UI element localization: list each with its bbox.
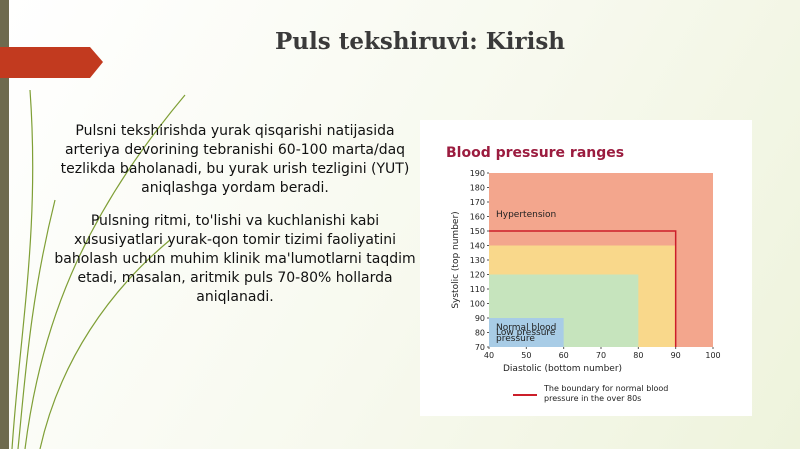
y-tick-label: 160 [470,213,485,222]
y-tick-label: 80 [475,329,485,338]
y-tick-label: 120 [470,271,485,280]
x-tick-label: 50 [521,351,531,360]
arrow-shape [0,47,103,78]
paragraph: Pulsni tekshirishda yurak qisqarishi nat… [60,123,410,196]
region-label-box: Hypertension [496,210,557,220]
chart-title: Blood pressure ranges [446,145,624,161]
y-tick-label: 100 [470,300,485,309]
x-tick-label: 60 [559,351,569,360]
y-tick-label: 150 [470,227,485,236]
x-tick-label: 90 [671,351,681,360]
x-tick-label: 40 [484,351,494,360]
slide-body: Pulsni tekshirishda yurak qisqarishi nat… [52,122,418,321]
y-tick-label: 180 [470,184,485,193]
y-tick-label: 170 [470,198,485,207]
paragraph: Pulsning ritmi, to'lishi va kuchlanishi … [54,213,416,305]
legend-box: The boundary for normal blood pressure i… [544,384,669,403]
x-tick-label: 100 [705,351,720,360]
region-label-box: Normal blood pressure [496,322,557,344]
region-label-box: Low pressure [496,328,556,338]
legend-label: The boundary for normal blood pressure i… [544,384,669,403]
boundary-line [489,230,677,347]
y-axis-label: Systolic (top number) [451,211,461,308]
y-tick-label: 110 [470,285,485,294]
y-tick-label: 190 [470,169,485,178]
slide-title: Puls tekshiruvi: Kirish [274,28,565,55]
region [489,318,564,347]
y-tick-label: 70 [475,343,485,352]
y-tick-label: 90 [475,314,485,323]
x-tick-label: 70 [596,351,606,360]
y-tick-label: 140 [470,242,485,251]
region-label: Hypertension [496,210,557,220]
region-label: Normal blood pressure [496,322,557,344]
region-label: Low pressure [496,328,556,338]
x-axis-label: Diastolic (bottom number) [503,364,622,374]
x-tick-label: 80 [633,351,643,360]
curves [11,89,186,449]
left-strip [0,0,9,449]
y-tick-label: 130 [470,256,485,265]
